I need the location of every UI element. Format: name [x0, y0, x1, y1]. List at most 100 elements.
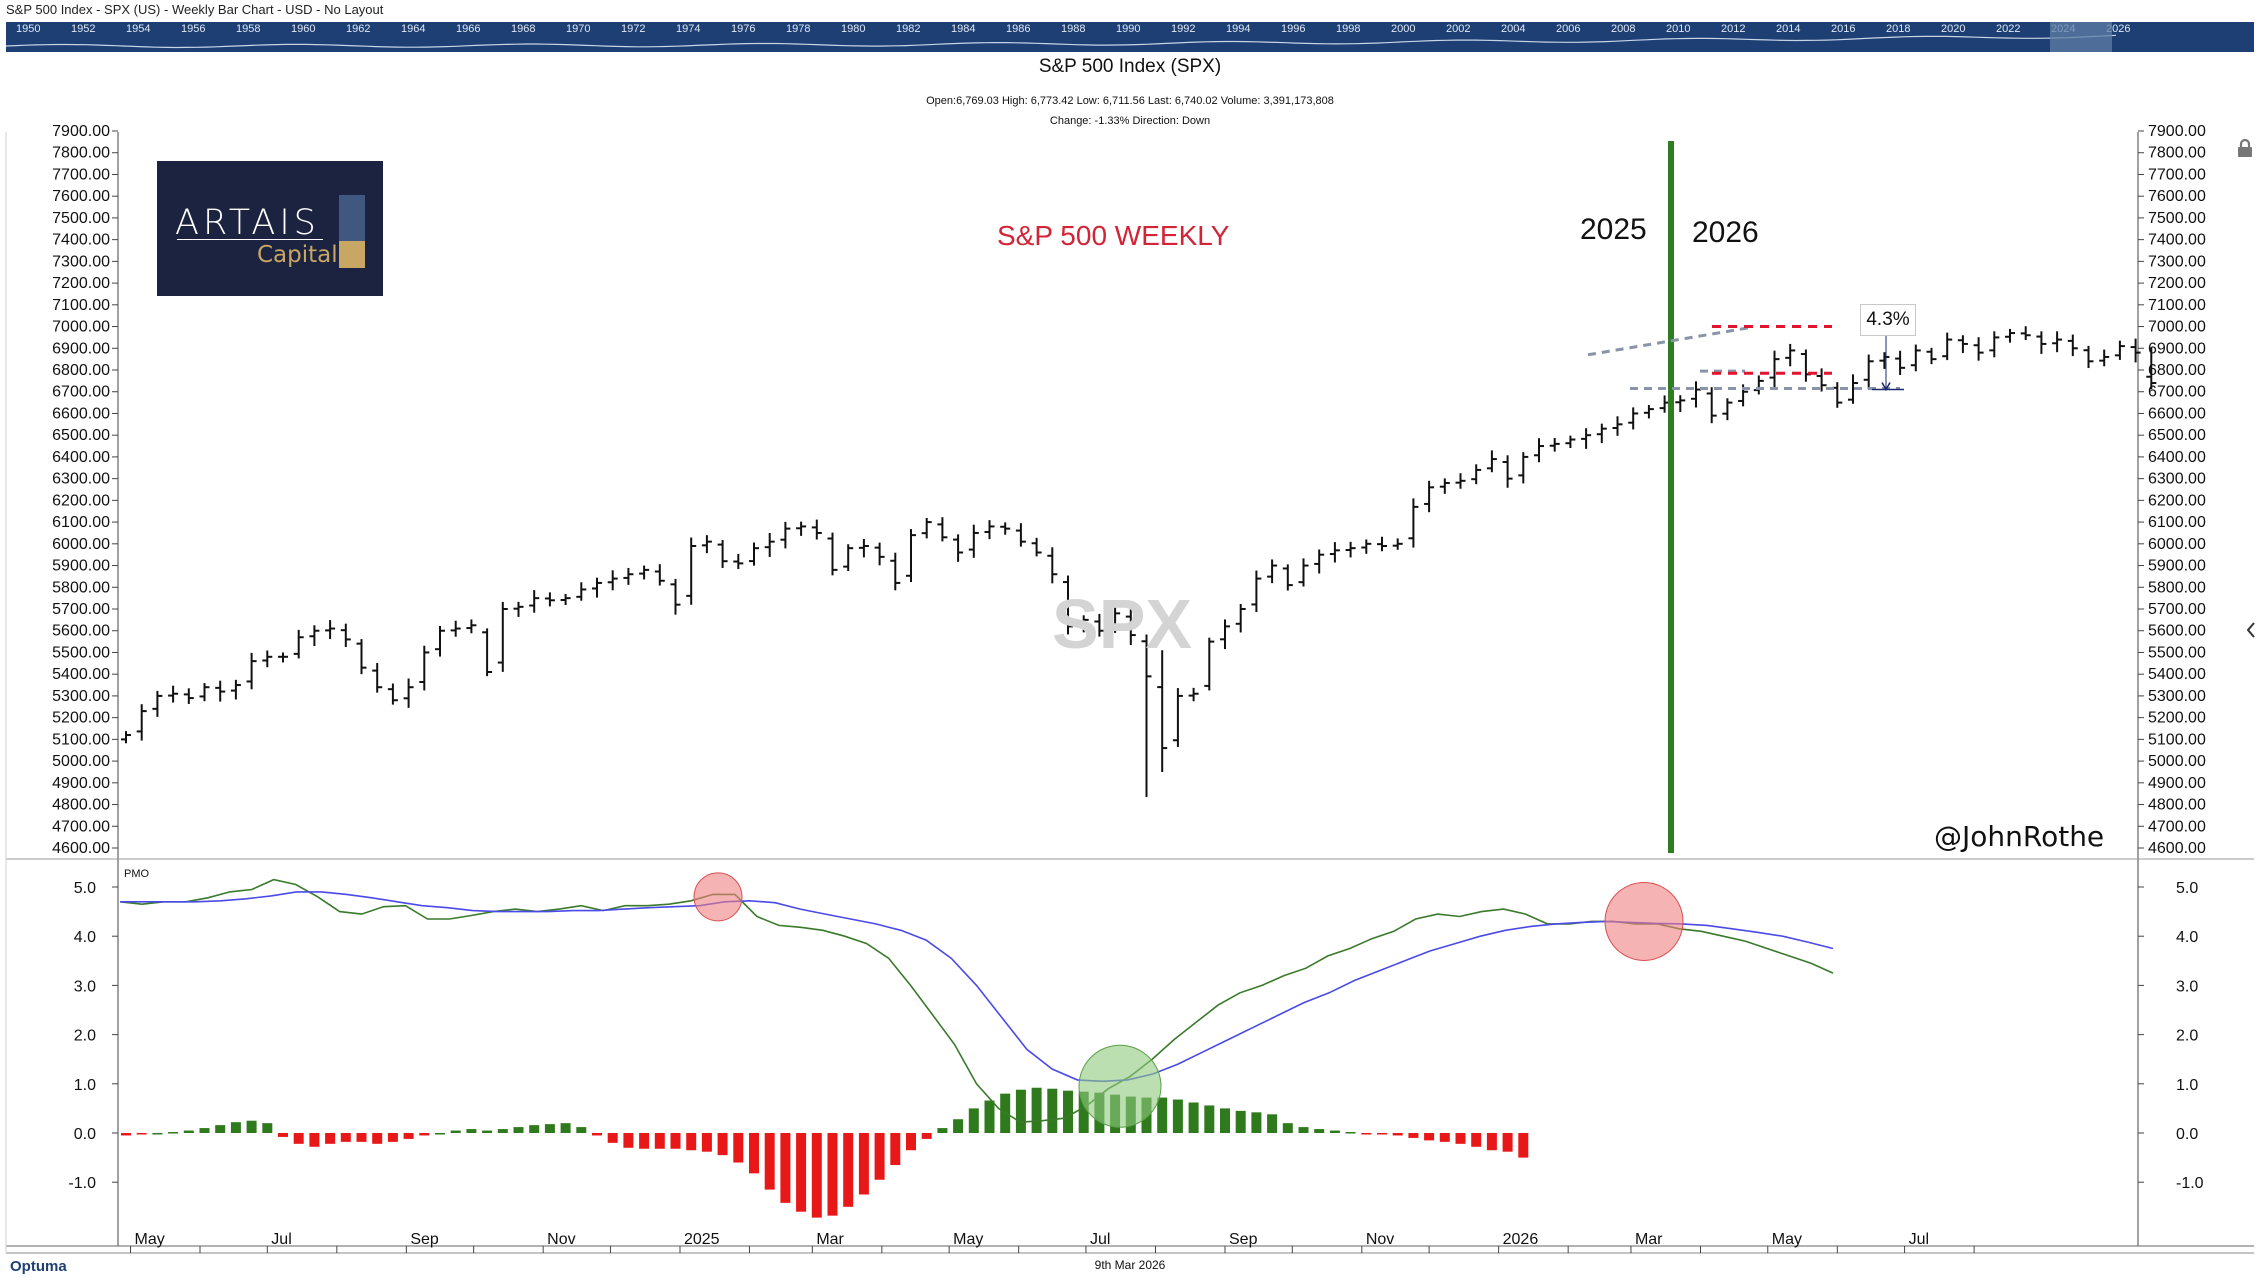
pmo-buy-circle [1078, 1044, 1162, 1128]
price-bar [1377, 536, 1387, 552]
price-tick-label-right: 5100.00 [2148, 731, 2206, 748]
price-bar [1534, 438, 1544, 463]
pmo-histogram-bar [1267, 1114, 1278, 1133]
pmo-histogram-bar [733, 1133, 744, 1163]
price-bar [1973, 337, 1984, 361]
price-bar [1345, 541, 1356, 558]
pmo-sell-circle [1604, 881, 1684, 961]
price-bar [356, 639, 367, 675]
price-bar [1879, 352, 1890, 369]
price-bar [199, 683, 210, 702]
pmo-histogram-bar [1172, 1099, 1183, 1133]
price-bar [1439, 478, 1450, 494]
price-tick-label-left: 5600.00 [52, 623, 110, 640]
price-bar [1691, 381, 1701, 408]
price-tick-label-left: 5900.00 [52, 558, 110, 575]
pmo-histogram-bar [121, 1133, 131, 1136]
price-tick-label-left: 4800.00 [52, 797, 110, 814]
range-percent-label: 4.3% [1860, 304, 1916, 336]
pmo-histogram-bar [1329, 1130, 1340, 1133]
price-tick-label-right: 7600.00 [2148, 188, 2206, 205]
time-tick-label: Jul [271, 1231, 291, 1248]
price-bars [121, 326, 2157, 797]
navigator-year-label: 1958 [236, 23, 261, 35]
price-bar [1502, 455, 1513, 488]
price-bar [387, 683, 398, 705]
price-tick-label-right: 6000.00 [2148, 536, 2206, 553]
price-bar [1518, 452, 1529, 484]
price-bar [309, 625, 320, 647]
price-bar [1063, 575, 1073, 635]
pmo-tick-label-left: 1.0 [74, 1077, 96, 1094]
symbol-watermark: SPX [1052, 585, 1193, 663]
pmo-histogram-bar [780, 1133, 791, 1203]
navigator-year-label: 1992 [1171, 23, 1196, 35]
logo-rule [177, 239, 323, 240]
pmo-histogram-bar [1220, 1108, 1230, 1133]
price-tick-label-left: 5200.00 [52, 710, 110, 727]
pmo-histogram-bar [513, 1127, 524, 1133]
navigator-year-label: 1960 [291, 23, 316, 35]
price-bar [906, 529, 916, 583]
pmo-histogram-bar [921, 1133, 932, 1139]
pmo-histogram-bar [544, 1124, 555, 1133]
pmo-histogram-bar [1015, 1089, 1026, 1133]
navigator-year-label: 1996 [1281, 23, 1306, 35]
pmo-histogram-bar [136, 1133, 147, 1135]
price-tick-label-left: 4900.00 [52, 775, 110, 792]
price-tick-label-left: 7200.00 [52, 275, 110, 292]
pmo-histogram-bar [1282, 1123, 1293, 1133]
price-bar [1424, 480, 1435, 513]
price-tick-label-left: 6800.00 [52, 362, 110, 379]
price-tick-label-left: 6000.00 [52, 536, 110, 553]
price-tick-label-left: 7900.00 [52, 123, 110, 140]
time-axis: May Jul Sep Nov 2025 Mar May Jul Sep Nov 2026 Mar Ma… [129, 1231, 1975, 1253]
price-bar [466, 619, 477, 634]
pmo-histogram-bar [1502, 1133, 1513, 1152]
pmo-tick-label-right: 2.0 [2176, 1028, 2198, 1045]
navigator-year-label: 1956 [181, 23, 206, 35]
pmo-tick-label-left: 5.0 [74, 880, 96, 897]
time-tick-label: Sep [410, 1231, 439, 1248]
pmo-histogram-bar [152, 1133, 163, 1135]
pmo-line [119, 878, 1834, 1124]
price-bar [2114, 340, 2125, 360]
pmo-histogram-bar [1157, 1097, 1168, 1133]
price-bar [1596, 423, 1607, 444]
price-bar [890, 552, 901, 591]
price-bar [1329, 542, 1340, 563]
price-bar [639, 565, 650, 580]
price-bar [1926, 347, 1937, 365]
time-tick-label: Nov [1366, 1231, 1394, 1248]
date-range-navigator[interactable]: 1950 1952 1954 1956 1958 1960 1962 1964 1966 1968… [6, 22, 2254, 52]
pmo-histogram-bar [403, 1133, 414, 1139]
pmo-histogram-bar [953, 1119, 964, 1133]
price-bar [1314, 549, 1325, 574]
pmo-histogram-bar [576, 1127, 587, 1133]
pmo-histogram-bar [309, 1133, 320, 1147]
price-bar [482, 628, 493, 677]
pmo-histogram-bar [1377, 1133, 1387, 1135]
logo-wordmark: ARTAIS [175, 203, 320, 243]
pmo-histogram-bar [937, 1128, 948, 1133]
price-bar [921, 517, 932, 539]
time-tick-label: 2025 [684, 1231, 720, 1248]
price-bar [403, 678, 414, 708]
price-bar [246, 652, 257, 690]
pmo-tick-label-right: 4.0 [2176, 929, 2198, 946]
lock-icon[interactable] [2236, 138, 2254, 158]
pmo-histogram-bar [639, 1133, 650, 1149]
price-tick-label-left: 7600.00 [52, 188, 110, 205]
navigator-history-line-path [6, 34, 2117, 49]
price-tick-label-right: 5600.00 [2148, 623, 2206, 640]
price-bar [1832, 382, 1843, 408]
price-bar [1785, 343, 1796, 367]
navigator-selection-window[interactable] [2050, 22, 2112, 52]
price-tick-label-right: 5900.00 [2148, 558, 2206, 575]
navigator-year-label: 1980 [841, 23, 866, 35]
current-date: 9th Mar 2026 [1094, 1258, 1166, 1272]
price-tick-label-right: 5200.00 [2148, 710, 2206, 727]
price-tick-label-right: 7000.00 [2148, 319, 2206, 336]
navigator-year-label: 2002 [1446, 23, 1471, 35]
